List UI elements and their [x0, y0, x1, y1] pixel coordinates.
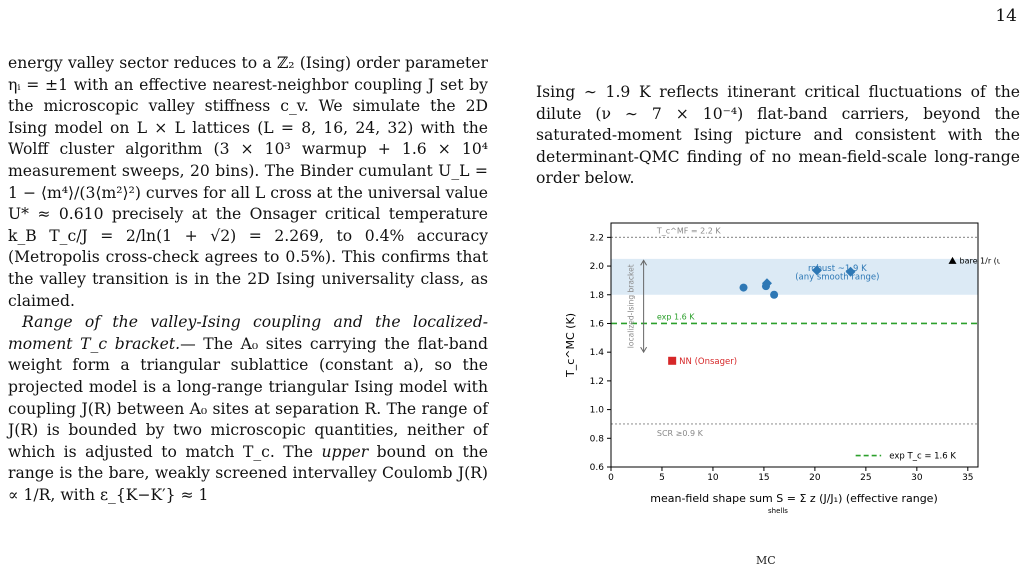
- page-number: 14: [995, 6, 1017, 26]
- onsager-label: NN (Onsager): [679, 357, 737, 367]
- scr-line-label: SCR ≥0.9 K: [657, 429, 704, 438]
- robust-sublabel: (any smooth range): [795, 273, 879, 283]
- mf-line-label: T_c^MF = 2.2 K: [656, 226, 722, 235]
- y-axis-label: T_c^MC (K): [564, 313, 577, 378]
- y-tick-label-0.8: 0.8: [590, 434, 605, 444]
- y-tick-label-1.2: 1.2: [590, 377, 604, 387]
- bottom-fragment: MC: [756, 554, 776, 567]
- x-tick-label-30: 30: [911, 473, 923, 483]
- bare-point: [948, 256, 957, 264]
- y-tick-label-1: 1.0: [590, 406, 605, 416]
- onsager-point: [668, 356, 677, 365]
- paragraph-range-heading: Range of the valley-Ising coupling and t…: [8, 313, 488, 353]
- bare-label: bare 1/r (upper bd): [960, 256, 1000, 265]
- circle-point-2: [770, 290, 779, 299]
- y-tick-label-1.8: 1.8: [590, 291, 605, 301]
- x-tick-label-5: 5: [659, 473, 665, 483]
- paragraph-ising-simulation: energy valley sector reduces to a ℤ₂ (Is…: [8, 54, 488, 310]
- y-tick-label-1.4: 1.4: [590, 348, 605, 358]
- x-axis-sublabel: shells: [768, 507, 788, 515]
- diamond-point-0: [761, 278, 772, 289]
- robust-label: robust ~1.9 K: [808, 264, 867, 274]
- paragraph-itinerant: Ising ∼ 1.9 K reflects itinerant critica…: [536, 83, 1020, 188]
- x-tick-label-25: 25: [860, 473, 871, 483]
- tc-vs-range-figure: T_c^MF = 2.2 K SCR ≥0.9 K exp 1.6 K localiz…: [564, 222, 1000, 515]
- x-axis-label: mean-field shape sum S = Σ z (J/J₁) (eff…: [650, 492, 937, 505]
- bracket-arrow-bottom: [640, 346, 648, 354]
- y-tick-label-2: 2.0: [590, 262, 605, 272]
- y-tick-label-1.6: 1.6: [590, 319, 605, 329]
- paragraph-range-body: — The A₀ sites carrying the flat-band we…: [8, 334, 488, 461]
- robust-band: [611, 258, 978, 295]
- y-tick-label-0.6: 0.6: [590, 463, 605, 473]
- diamond-point-1: [811, 265, 822, 276]
- x-tick-label-15: 15: [758, 473, 769, 483]
- circle-point-0: [739, 283, 748, 292]
- legend-label: exp T_c = 1.6 K: [889, 452, 956, 462]
- diamond-point-2: [845, 266, 856, 277]
- x-tick-label-35: 35: [962, 473, 973, 483]
- paragraph-range: Range of the valley-Ising coupling and t…: [8, 312, 488, 506]
- right-column: Ising ∼ 1.9 K reflects itinerant critica…: [536, 82, 1020, 190]
- bracket-label: localized-Ising bracket: [627, 264, 636, 348]
- paragraph-range-tail: bound on the range is the bare, weakly s…: [8, 442, 488, 504]
- y-tick-label-2.2: 2.2: [590, 233, 604, 243]
- left-column: energy valley sector reduces to a ℤ₂ (Is…: [8, 53, 488, 506]
- paragraph-range-upper: upper: [321, 442, 369, 461]
- exp-line-label: exp 1.6 K: [657, 312, 695, 321]
- x-tick-label-10: 10: [707, 473, 719, 483]
- x-tick-label-0: 0: [608, 473, 614, 483]
- x-tick-label-20: 20: [809, 473, 821, 483]
- bracket-arrow-top: [640, 259, 648, 266]
- axes-frame: [610, 222, 979, 468]
